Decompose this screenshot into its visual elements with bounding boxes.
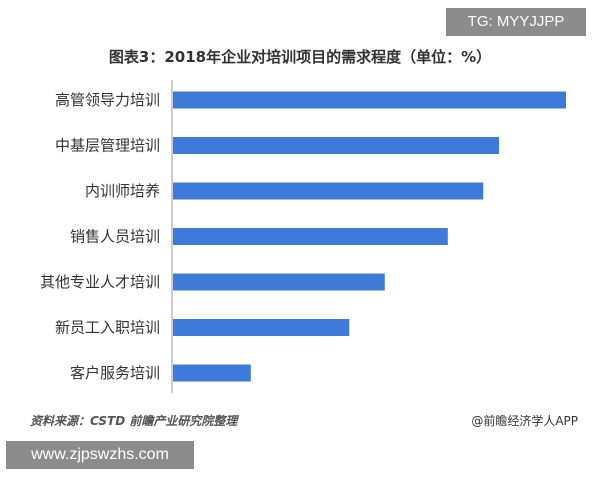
bar-1 [173, 137, 500, 154]
source-note: 资料来源：CSTD 前瞻产业研究院整理 [30, 414, 238, 428]
bar-3 [173, 228, 448, 245]
category-label-2: 内训师培养 [85, 182, 160, 200]
category-label-3: 销售人员培训 [70, 228, 160, 246]
brand-credit: @前瞻经济学人APP [471, 414, 578, 428]
site-url-tag: www.zjpswzhs.com [6, 441, 194, 469]
category-label-0: 高管领导力培训 [55, 91, 160, 109]
watermark-tag: TG: MYYJJPP [446, 8, 586, 36]
chart-title: 图表3：2018年企业对培训项目的需求程度（单位：%） [108, 48, 492, 66]
bar-4 [173, 273, 385, 291]
category-label-1: 中基层管理培训 [55, 137, 160, 155]
category-label-4: 其他专业人才培训 [40, 273, 160, 291]
bar-6 [173, 364, 251, 382]
bar-5 [173, 319, 350, 336]
bar-2 [173, 182, 484, 200]
bar-0 [173, 91, 566, 109]
category-label-5: 新员工入职培训 [55, 319, 160, 337]
category-label-6: 客户服务培训 [70, 364, 160, 382]
